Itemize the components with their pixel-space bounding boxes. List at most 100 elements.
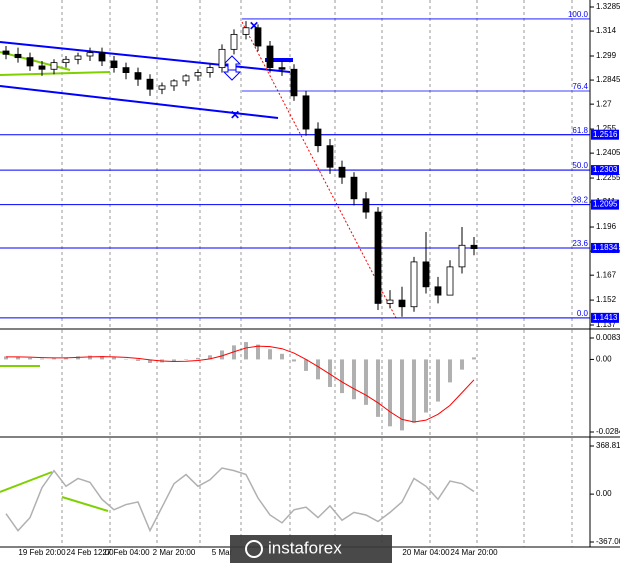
macd-bar [436,359,440,402]
macd-bar [412,359,416,423]
watermark: instaforex [268,538,342,557]
cci-line [5,467,475,533]
candle-body [446,266,454,296]
candle-body [170,80,178,87]
macd-bar [148,359,152,363]
candle-body [254,27,262,47]
macd-bar [328,359,332,387]
fib-ratio-label: 23.6 [572,239,588,248]
candle-body [302,95,310,130]
price-label: 1.1834 [593,243,618,252]
macd-bar [316,359,320,380]
candle-body [194,72,202,77]
macd-bar [220,350,224,360]
candle-body [206,67,214,73]
candle-body [314,128,322,147]
macd-bar [4,356,8,360]
candle-body [86,52,94,57]
price-label-box [591,199,619,210]
candle-body [374,211,382,304]
macd-bar [304,359,308,371]
x-tick-label: 5 Mar [212,548,233,557]
channel-upper [0,41,291,73]
macd-bar [196,357,200,360]
candle-body [182,75,190,82]
drawings: ✕ ✕ [0,19,397,512]
macd-bar [256,344,260,360]
y-tick-label: 1.27 [596,99,612,108]
x-tick-label: 24 Feb 12:00 [66,548,114,557]
y-tick-label: 1.299 [596,51,617,60]
candle-body [470,244,478,250]
macd-bar [28,357,32,360]
x-tick-label: 19 Feb 20:00 [18,548,66,557]
y-tick-label: 1.152 [596,295,617,304]
candle-body [458,244,466,268]
y-tick-label: 1.167 [596,270,617,279]
price-label-box [591,242,619,253]
macd-bar [112,357,116,360]
macd-bar [244,342,248,360]
candle-body [326,145,334,168]
macd-bar [280,353,284,360]
candle-body [26,57,34,67]
macd-bar [64,357,68,360]
y-tick-label: 1.137 [596,320,617,329]
y-tick-label: 368.8171 [596,441,620,450]
x-tick-label: 27 Feb 04:00 [102,548,150,557]
price-label-box [591,312,619,323]
cross-marker: ✕ [230,108,240,122]
candle-body [242,27,250,35]
channel-lower [0,85,279,119]
fib-ratio-label: 61.8 [572,126,588,135]
price-label-box [591,129,619,140]
price-label: 1.2303 [593,165,618,174]
candle-body [278,67,286,70]
green-trendline [0,51,71,71]
y-tick-label: 1.2405 [596,148,620,157]
macd-bar [460,359,464,370]
y-tick-label: -0.02843 [596,427,620,436]
fib-ratio-label: 50.0 [572,161,588,170]
candle-body [158,85,166,90]
macd-bar [232,345,236,360]
macd-bar [40,358,44,360]
macd-bar [16,356,20,360]
candle-body [422,261,430,288]
macd-bar [208,355,212,360]
macd-bar [268,349,272,360]
macd-bar [376,359,380,417]
macd-bar [400,359,404,431]
y-tick-label: 0.00 [596,355,612,364]
macd-bar [292,359,296,362]
watermark-box [230,535,392,563]
cross-marker: ✕ [249,19,259,33]
candle-body [386,299,394,304]
y-tick-label: 1.196 [596,222,617,231]
candle-body [98,52,106,62]
y-tick-label: 1.3285 [596,2,620,11]
candle-body [14,53,22,59]
overlay: instaforex [230,535,392,563]
y-tick-label: 0.00839 [596,333,620,342]
candle-body [266,45,274,69]
green-trendline [61,496,109,512]
candle-body [74,55,82,60]
candle-body [62,58,70,64]
macd-bar [124,358,128,360]
macd-bar [100,356,104,360]
candle-body [398,299,406,308]
candle-body [350,176,358,200]
candle-body [146,78,154,90]
candle-body [434,286,442,296]
fib-ratio-label: 38.2 [572,196,588,205]
arrow-up [222,55,242,71]
macd-bar [136,359,140,361]
candle-body [230,33,238,50]
y-tick-label: 1.2255 [596,173,620,182]
macd-signal [6,345,475,423]
macd-bar [340,359,344,394]
macd-bar [88,355,92,360]
